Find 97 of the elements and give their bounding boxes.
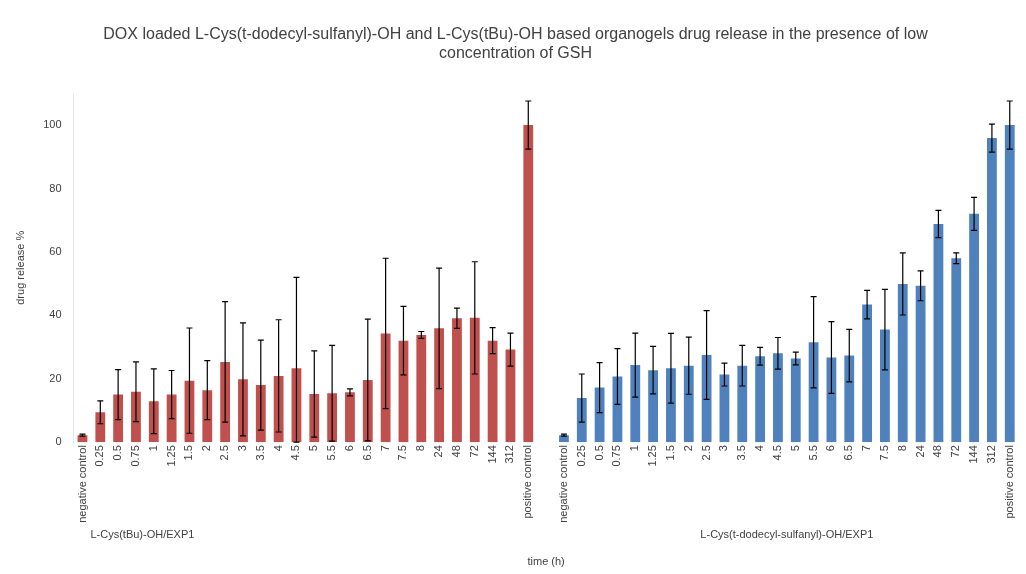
y-tick-label: 80	[49, 181, 62, 194]
bar	[755, 356, 765, 443]
x-tick-label: 1.25	[646, 445, 659, 467]
x-tick-label: 4.5	[770, 445, 783, 461]
bar	[273, 375, 284, 443]
x-tick-label: positive control	[521, 445, 534, 519]
bar	[487, 340, 498, 443]
x-tick-label: negative control	[75, 445, 88, 523]
x-tick-label: 4	[753, 445, 766, 452]
y-tick-label: 100	[43, 118, 62, 131]
x-tick-label: 1	[146, 445, 159, 452]
x-tick-label: 6.5	[842, 445, 855, 461]
bar	[773, 353, 783, 443]
x-tick-label: 3	[235, 445, 248, 452]
text: L-Cys(tBu)-OH/EXP1	[90, 528, 195, 541]
x-tick-label: 312	[503, 445, 516, 464]
x-tick-label: 2.5	[218, 445, 231, 461]
x-tick-label: 0.5	[592, 445, 605, 461]
x-tick-label: 2	[200, 445, 213, 452]
bar	[202, 390, 213, 443]
bar	[648, 370, 659, 443]
x-tick-label: 1.5	[182, 445, 195, 461]
x-tick-label: 72	[949, 445, 962, 458]
bar	[255, 385, 266, 443]
x-tick-label: 312	[984, 445, 997, 464]
bar	[469, 317, 480, 443]
bar	[594, 387, 605, 443]
x-tick-label: 4.5	[289, 445, 302, 461]
bar	[915, 285, 926, 443]
x-tick-label: 0.5	[111, 445, 124, 461]
bar	[880, 329, 890, 443]
bar	[790, 358, 801, 443]
bar	[808, 342, 819, 443]
bar	[897, 283, 908, 443]
bar	[166, 394, 177, 443]
bar	[987, 138, 997, 443]
x-axis-title: time (h)	[527, 555, 565, 568]
x-tick-label: 48	[449, 445, 462, 458]
bar	[416, 334, 427, 443]
x-tick-label: 6	[824, 445, 837, 452]
x-tick-label: 8	[414, 445, 427, 452]
y-tick-label: 60	[49, 244, 62, 257]
x-tick-label: 4	[271, 445, 284, 452]
text: L-Cys(t-dodecyl-sulfanyl)-OH/EXP1	[700, 528, 874, 541]
x-tick-label: 3.5	[253, 445, 266, 461]
y-tick-label: 20	[49, 371, 62, 384]
x-tick-label: 8	[895, 445, 908, 452]
y-axis-title: drug release %	[13, 230, 26, 305]
bar	[737, 365, 748, 443]
x-tick-label: 7.5	[396, 445, 409, 461]
x-tick-label: 7	[378, 445, 391, 452]
x-tick-label: negative control	[556, 445, 569, 523]
x-tick-label: 2	[681, 445, 694, 452]
x-tick-label: 0.75	[129, 445, 141, 467]
x-tick-label: 5.5	[806, 445, 819, 461]
bar	[148, 401, 159, 443]
x-tick-label: 6.5	[360, 445, 373, 461]
x-tick-label: 7	[860, 445, 873, 452]
bar	[95, 412, 106, 443]
bar	[951, 258, 962, 443]
x-tick-label: 0.75	[610, 445, 623, 467]
bar	[969, 213, 979, 443]
x-tick-label: 6	[342, 445, 355, 452]
x-tick-label: 24	[913, 445, 926, 458]
bar	[345, 392, 355, 443]
x-tick-label: 0.25	[93, 445, 106, 467]
x-tick-label: 5.5	[325, 445, 338, 461]
x-tick-label: 1	[628, 445, 641, 452]
x-tick-label: 5	[788, 445, 801, 452]
x-tick-label: 24	[432, 445, 445, 458]
x-tick-label: 72	[467, 445, 480, 458]
x-tick-label: 1.25	[164, 445, 177, 467]
x-tick-label: 144	[967, 445, 980, 464]
x-tick-label: 144	[485, 445, 498, 464]
x-tick-label: 3.5	[735, 445, 748, 461]
x-tick-label: 5	[307, 445, 320, 452]
bar	[452, 318, 462, 443]
bar	[862, 304, 872, 443]
y-tick-label: 40	[49, 308, 62, 321]
x-tick-label: 1.5	[663, 445, 676, 461]
bar	[523, 125, 534, 443]
bar	[683, 365, 694, 443]
bar	[701, 354, 712, 443]
bar	[630, 365, 641, 443]
bar	[844, 355, 855, 443]
x-tick-label: 0.25	[574, 445, 587, 467]
x-tick-label: positive control	[1002, 445, 1015, 519]
bar	[933, 224, 944, 443]
y-tick-label: 0	[55, 435, 62, 448]
x-tick-label: 7.5	[877, 445, 890, 461]
x-tick-label: 2.5	[699, 445, 712, 461]
bar	[380, 333, 391, 443]
x-tick-label: 48	[931, 445, 944, 458]
bar	[1004, 125, 1015, 443]
chart-title: DOX loaded L-Cys(t-dodecyl-sulfanyl)-OH and L-Cys(tBu)-OH based organogels drug release in the presence of low concentration of GSH	[103, 25, 929, 62]
bar	[576, 398, 587, 443]
x-tick-label: 3	[717, 445, 730, 452]
